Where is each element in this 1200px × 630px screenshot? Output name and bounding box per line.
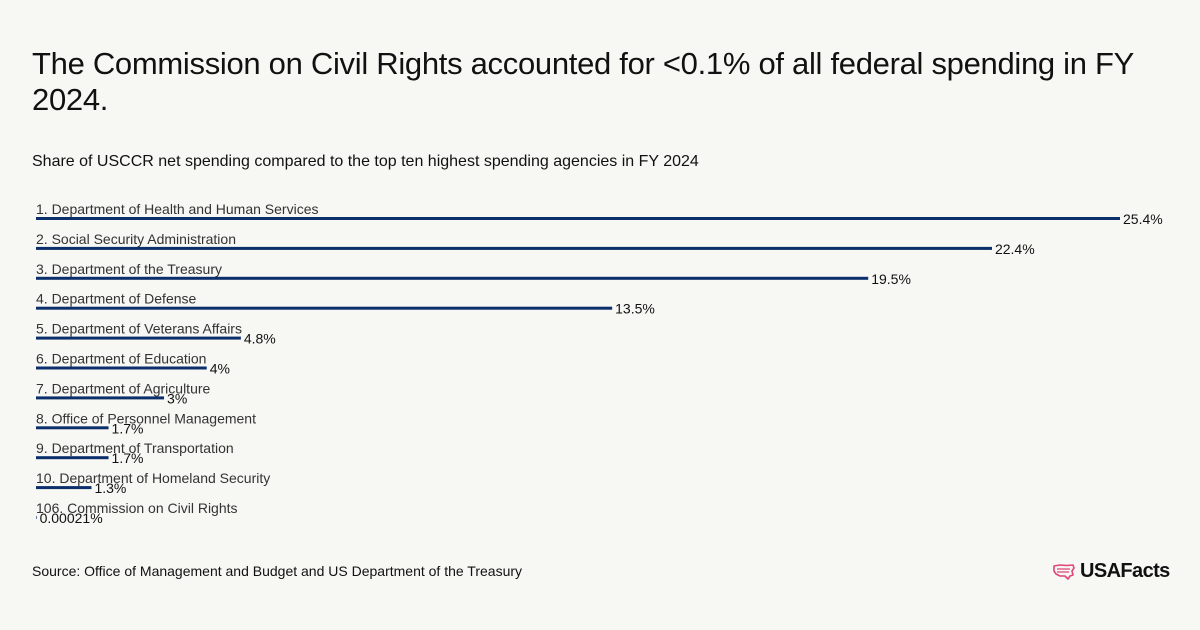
bar[interactable] <box>36 336 241 340</box>
value-label: 4.8% <box>244 331 276 347</box>
value-label: 3% <box>167 390 187 406</box>
bar-label: 2. Social Security Administration <box>36 231 236 247</box>
usafacts-logo[interactable]: USAFacts <box>1052 560 1170 583</box>
bar-label: 4. Department of Defense <box>36 291 197 307</box>
bar-chart: 1. Department of Health and Human Servic… <box>36 201 1163 526</box>
value-label: 0.00021% <box>40 510 103 526</box>
bar[interactable] <box>36 456 109 460</box>
bar[interactable] <box>36 396 165 400</box>
value-label: 22.4% <box>995 241 1035 257</box>
value-label: 4% <box>210 361 230 377</box>
value-label: 1.7% <box>112 450 144 466</box>
brand-name: USAFacts <box>1080 560 1170 582</box>
value-label: 25.4% <box>1123 211 1163 227</box>
value-label: 19.5% <box>871 271 911 287</box>
value-label: 1.3% <box>94 480 126 496</box>
chart-title: The Commission on Civil Rights accounted… <box>32 46 1134 117</box>
bar[interactable] <box>36 516 37 519</box>
bar[interactable] <box>36 246 992 250</box>
us-map-icon <box>1053 563 1075 580</box>
bar[interactable] <box>36 217 1120 220</box>
bar-label: 106. Commission on Civil Rights <box>36 500 238 516</box>
bar[interactable] <box>36 366 207 370</box>
bar-label: 10. Department of Homeland Security <box>36 470 270 486</box>
bar[interactable] <box>36 486 92 490</box>
bar-label: 9. Department of Transportation <box>36 440 234 456</box>
bar[interactable] <box>36 276 869 280</box>
bar-label: 5. Department of Veterans Affairs <box>36 321 242 337</box>
bar-label: 3. Department of the Treasury <box>36 261 222 277</box>
bar-label: 1. Department of Health and Human Servic… <box>36 201 318 217</box>
bar[interactable] <box>36 306 613 310</box>
bar-label: 7. Department of Agriculture <box>36 380 211 396</box>
bar[interactable] <box>36 426 109 430</box>
value-label: 13.5% <box>615 301 655 317</box>
value-label: 1.7% <box>112 420 144 436</box>
source-note: Source: Office of Management and Budget … <box>32 563 523 579</box>
bar-label: 8. Office of Personnel Management <box>36 410 256 426</box>
chart-subtitle: Share of USCCR net spending compared to … <box>32 153 699 170</box>
bar-label: 6. Department of Education <box>36 351 206 367</box>
